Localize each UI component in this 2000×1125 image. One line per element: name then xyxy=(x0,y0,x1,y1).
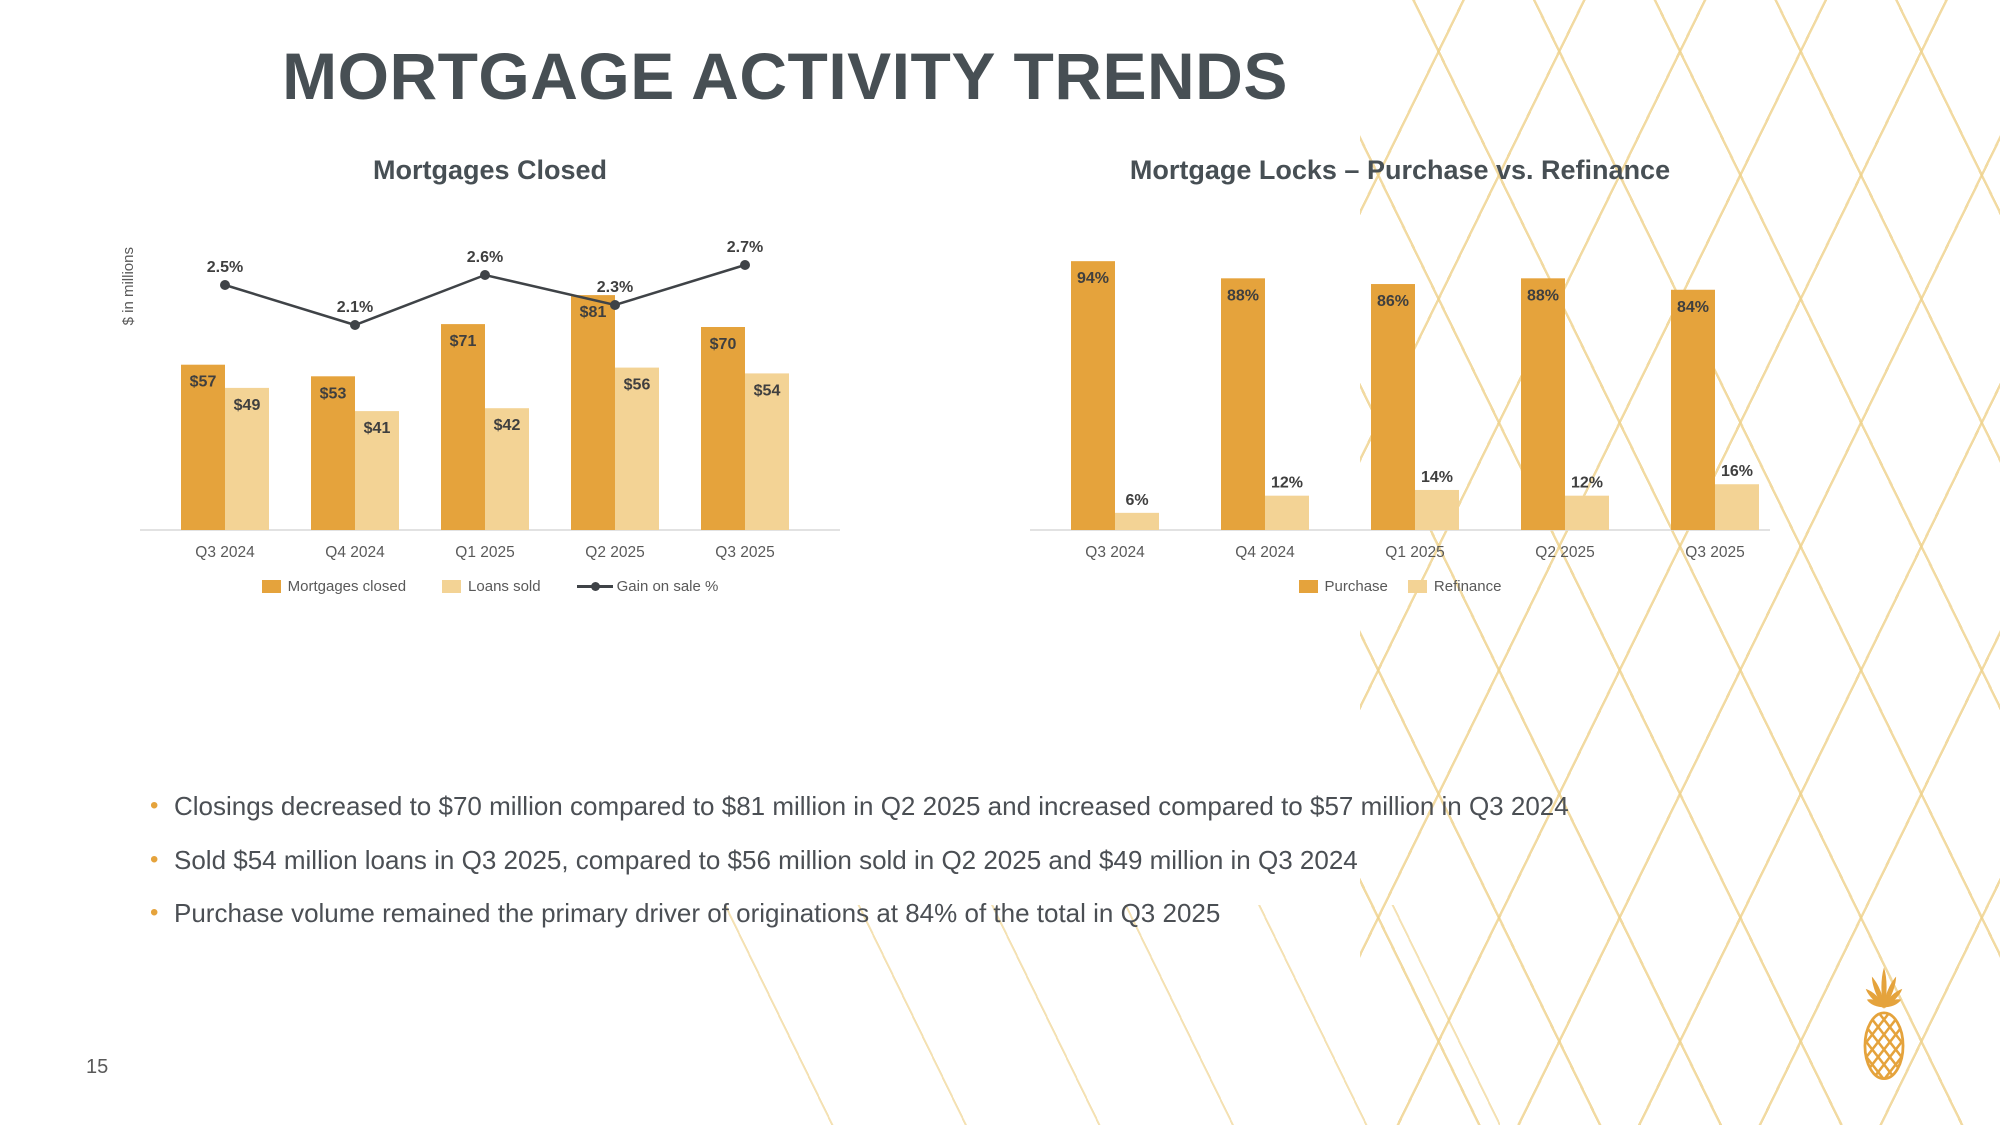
bar-value-label: 88% xyxy=(1227,287,1259,304)
bar-value-label: $81 xyxy=(580,304,607,321)
mortgages-closed-plot: $57 $49 Q3 2024 $53 $41 Q4 2024 $71 $42 Q1 2025 $… xyxy=(140,239,840,561)
bar-value-label: 86% xyxy=(1377,293,1409,310)
pineapple-logo-icon xyxy=(1863,967,1905,1081)
legend-swatch-dark-icon xyxy=(261,580,281,593)
legend-item-mortgages-closed: Mortgages closed xyxy=(261,578,407,595)
legend-label: Refinance xyxy=(1433,578,1502,595)
legend-left: Mortgages closed Loans sold Gain on sale… xyxy=(140,578,840,595)
category-label: Q3 2024 xyxy=(195,544,255,561)
category-label: Q4 2024 xyxy=(1235,544,1295,561)
bar-mortgages-closed xyxy=(311,376,355,530)
bar-mortgages-closed xyxy=(441,324,485,530)
bar-refinance xyxy=(1415,489,1459,530)
legend-swatch-light-icon xyxy=(442,580,462,593)
bar-loans-sold xyxy=(355,411,399,530)
bar-value-label: 16% xyxy=(1721,463,1753,480)
category-label: Q2 2025 xyxy=(585,544,644,561)
bar-refinance xyxy=(1565,495,1609,530)
bar-loans-sold xyxy=(615,367,659,530)
bar-mortgages-closed xyxy=(701,327,745,530)
bar-value-label: $57 xyxy=(190,374,217,391)
bullets-list: Closings decreased to $70 million compar… xyxy=(148,790,1868,951)
mortgage-locks-chart: Mortgage Locks – Purchase vs. Refinance … xyxy=(1030,155,1770,595)
bar-value-label: 6% xyxy=(1125,492,1148,509)
slide-title: MORTGAGE ACTIVITY TRENDS xyxy=(282,39,1288,113)
category-label: Q3 2025 xyxy=(1685,544,1744,561)
mortgage-locks-plot: 94% 6% Q3 2024 88% 12% Q4 2024 86% 14% Q1 2025 88… xyxy=(1030,261,1770,561)
chart-title-right: Mortgage Locks – Purchase vs. Refinance xyxy=(1129,155,1671,185)
legend-swatch-dark-icon xyxy=(1298,580,1318,593)
bar-refinance xyxy=(1115,512,1159,530)
legend-label: Purchase xyxy=(1324,578,1388,595)
bar-value-label: 84% xyxy=(1677,299,1709,316)
bar-purchase xyxy=(1521,278,1565,530)
bar-mortgages-closed xyxy=(181,364,225,530)
line-value-label: 2.6% xyxy=(467,249,503,266)
bar-purchase xyxy=(1221,278,1265,530)
line-marker-icon xyxy=(610,300,620,310)
line-marker-icon xyxy=(740,260,750,270)
category-label: Q4 2024 xyxy=(325,544,385,561)
line-value-label: 2.3% xyxy=(597,279,633,296)
legend-item-refinance: Refinance xyxy=(1407,578,1502,595)
bar-value-label: 88% xyxy=(1527,287,1559,304)
legend-swatch-light-icon xyxy=(1407,580,1427,593)
bullet-item: Closings decreased to $70 million compar… xyxy=(148,790,1868,823)
y-axis-label: $ in millions xyxy=(120,247,137,326)
legend-label: Loans sold xyxy=(468,578,541,595)
legend-right: Purchase Refinance xyxy=(1030,578,1770,595)
bar-value-label: 94% xyxy=(1077,270,1109,287)
bar-value-label: 12% xyxy=(1271,475,1303,492)
bar-value-label: $42 xyxy=(494,417,521,434)
mortgages-closed-chart: Mortgages Closed $ in millions $57 $49 Q3 … xyxy=(120,155,840,595)
bar-value-label: 14% xyxy=(1421,469,1453,486)
bar-value-label: $56 xyxy=(624,377,651,394)
bar-value-label: $70 xyxy=(710,336,737,353)
category-label: Q1 2025 xyxy=(455,544,514,561)
bar-value-label: $71 xyxy=(450,333,477,350)
bar-mortgages-closed xyxy=(571,295,615,530)
category-label: Q2 2025 xyxy=(1535,544,1594,561)
line-marker-icon xyxy=(576,582,613,591)
pineapple-leaves xyxy=(1865,967,1903,1009)
bar-purchase xyxy=(1671,289,1715,530)
category-label: Q3 2024 xyxy=(1085,544,1145,561)
legend-label: Mortgages closed xyxy=(287,578,407,595)
line-marker-icon xyxy=(350,320,360,330)
bar-value-label: $49 xyxy=(234,397,261,414)
line-marker-icon xyxy=(220,280,230,290)
bullet-item: Sold $54 million loans in Q3 2025, compa… xyxy=(148,844,1868,877)
bullet-item: Purchase volume remained the primary dri… xyxy=(148,897,1868,930)
line-value-label: 2.7% xyxy=(727,239,763,256)
legend-item-purchase: Purchase xyxy=(1298,578,1388,595)
category-label: Q3 2025 xyxy=(715,544,774,561)
bar-loans-sold xyxy=(485,408,529,530)
bar-purchase xyxy=(1371,284,1415,530)
line-marker-icon xyxy=(480,270,490,280)
bar-refinance xyxy=(1265,495,1309,530)
bar-value-label: $41 xyxy=(364,420,391,437)
bar-purchase xyxy=(1071,261,1115,530)
legend-label: Gain on sale % xyxy=(616,578,719,595)
category-label: Q1 2025 xyxy=(1385,544,1444,561)
line-value-label: 2.1% xyxy=(337,299,373,316)
legend-item-gain-on-sale: Gain on sale % xyxy=(576,578,719,595)
page-number: 15 xyxy=(86,1056,109,1078)
chart-title-left: Mortgages Closed xyxy=(372,155,608,185)
bar-value-label: $53 xyxy=(320,385,347,402)
legend-item-loans-sold: Loans sold xyxy=(442,578,541,595)
bar-value-label: 12% xyxy=(1571,475,1603,492)
bar-value-label: $54 xyxy=(754,382,781,399)
bar-refinance xyxy=(1715,484,1759,530)
bar-loans-sold xyxy=(225,387,269,530)
line-value-label: 2.5% xyxy=(207,259,243,276)
bar-loans-sold xyxy=(745,373,789,530)
